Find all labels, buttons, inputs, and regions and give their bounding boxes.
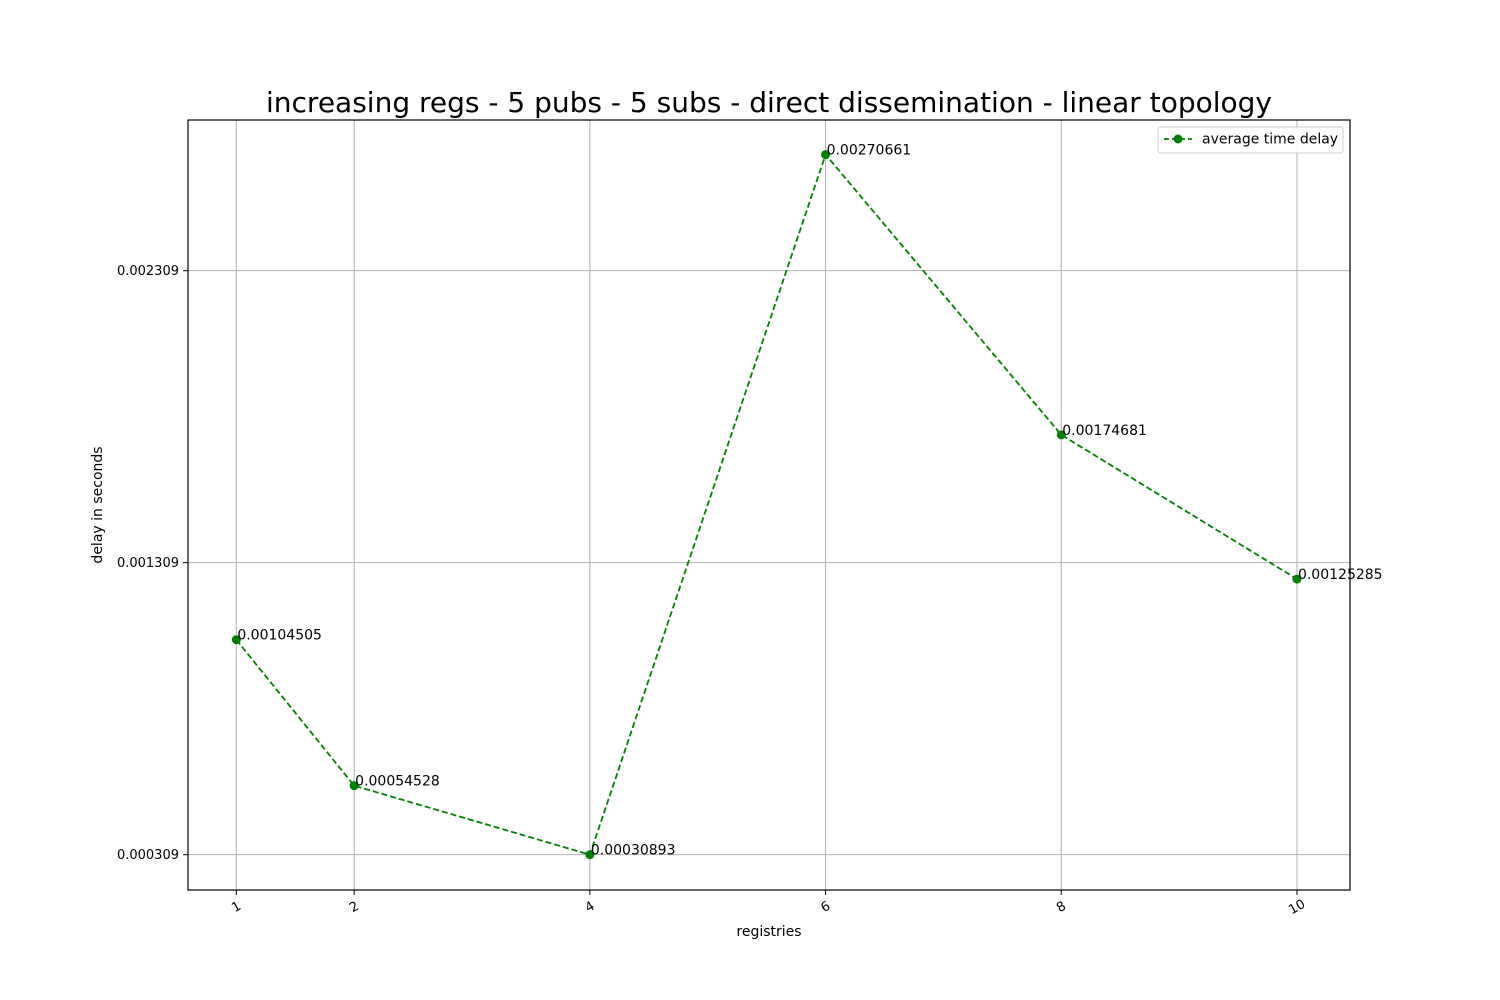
series-line [235,152,1298,856]
legend-box [1157,126,1344,154]
series-layer: 0.00104505 0.00054528 0.00030893 0.00270661… [231,143,1383,860]
tick-layer: 1 2 4 6 8 10 0.000309 0.001309 0.002309 [117,264,1308,918]
x-tick-label: 8 [1054,899,1069,916]
x-axis-label: registries [736,924,801,940]
chart-title: increasing regs - 5 pubs - 5 subs - dire… [266,86,1272,119]
y-axis-label: delay in seconds [90,446,106,563]
data-point [349,781,359,791]
y-tick-label: 0.002309 [117,264,179,279]
data-point-label: 0.00174681 [1062,423,1147,439]
data-point [1292,574,1302,584]
x-tick-label: 2 [347,899,362,916]
y-tick-label: 0.000309 [117,848,179,863]
legend: average time delay [1157,126,1344,154]
data-point [231,635,241,645]
data-point-label: 0.00054528 [355,774,440,790]
plot-frame [187,119,1351,891]
legend-entry-label: average time delay [1202,132,1338,148]
data-point [821,150,831,160]
x-tick-label: 10 [1286,897,1308,918]
data-point [1056,430,1066,440]
data-point-label: 0.00270661 [827,143,912,159]
y-tick-label: 0.001309 [117,556,179,571]
grid-layer [188,120,1350,890]
data-point-label: 0.00104505 [237,628,322,644]
x-tick-label: 6 [818,899,833,916]
data-point-label: 0.00125285 [1298,567,1383,583]
legend-marker [1173,134,1183,144]
x-tick-label: 1 [229,899,244,916]
data-point [585,850,595,860]
x-tick-label: 4 [583,899,598,916]
data-point-label: 0.00030893 [591,843,676,859]
